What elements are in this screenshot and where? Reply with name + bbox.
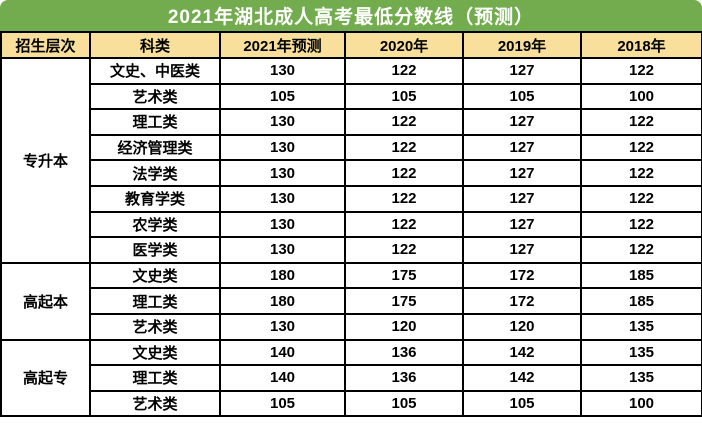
score-2018-cell: 135 [580,312,702,341]
score-2021-cell: 130 [219,159,346,187]
column-header-level: 招生层次 [0,31,91,59]
table-row: 法学类 130 122 127 122 [1,159,702,187]
score-2021-cell: 130 [219,57,346,85]
level-cell: 专升本 [0,57,91,264]
score-2020-cell: 136 [344,338,464,367]
score-2018-cell: 122 [580,159,702,187]
score-2019-cell: 127 [462,210,582,239]
category-cell: 法学类 [89,159,221,187]
score-2020-cell: 122 [344,236,464,264]
score-2018-cell: 122 [580,108,702,136]
score-2019-cell: 120 [462,312,582,341]
category-cell: 文史、中医类 [89,57,221,85]
score-2020-cell: 122 [344,108,464,136]
score-2018-cell: 100 [580,389,702,418]
column-header-2019: 2019年 [462,31,582,59]
column-header-category: 科类 [89,31,221,59]
column-header-2021-forecast: 2021年预测 [219,31,346,59]
table-row: 经济管理类 130 122 127 122 [1,133,702,162]
score-2019-cell: 172 [462,261,582,290]
score-2020-cell: 122 [344,133,464,162]
category-cell: 经济管理类 [89,133,221,162]
column-header-2020: 2020年 [344,31,464,59]
table-row: 理工类 140 136 142 135 [1,364,702,392]
column-header-2018: 2018年 [580,31,702,59]
table-row: 高起本 文史类 180 175 172 185 [0,261,702,341]
score-2018-cell: 122 [580,57,702,85]
category-cell: 文史类 [89,261,221,290]
score-2020-cell: 120 [344,312,464,341]
header-row: 招生层次 科类 2021年预测 2020年 2019年 2018年 [0,31,702,59]
score-2018-cell: 100 [580,82,702,111]
table-row: 艺术类 105 105 105 100 [1,389,702,418]
table-body: 专升本 文史、中医类 130 122 127 122 艺术类 105 105 105 100 理工类 1… [0,57,702,418]
table-row: 教育学类 130 122 127 122 [1,184,702,213]
table-row: 高起专 文史类 140 136 142 135 [0,338,702,418]
category-cell: 艺术类 [89,312,221,341]
score-2021-cell: 140 [219,338,346,367]
score-2018-cell: 122 [580,236,702,264]
score-2020-cell: 122 [344,159,464,187]
score-2019-cell: 127 [462,108,582,136]
category-cell: 理工类 [89,108,221,136]
score-2019-cell: 105 [462,389,582,418]
scores-table: 招生层次 科类 2021年预测 2020年 2019年 2018年 专升本 文史、… [0,31,702,418]
score-2021-cell: 180 [219,287,346,315]
table-row: 理工类 180 175 172 185 [1,287,702,315]
category-cell: 教育学类 [89,184,221,213]
score-2021-cell: 180 [219,261,346,290]
score-2019-cell: 142 [462,364,582,392]
category-cell: 理工类 [89,287,221,315]
score-2021-cell: 105 [219,82,346,111]
score-2021-cell: 130 [219,184,346,213]
score-2021-cell: 130 [219,133,346,162]
score-2020-cell: 122 [344,184,464,213]
table-row: 艺术类 130 120 120 135 [1,312,702,341]
score-2020-cell: 122 [344,57,464,85]
category-cell: 医学类 [89,236,221,264]
score-2021-cell: 105 [219,389,346,418]
score-2019-cell: 127 [462,57,582,85]
score-2019-cell: 142 [462,338,582,367]
table-row: 理工类 130 122 127 122 [1,108,702,136]
score-2020-cell: 105 [344,389,464,418]
score-2020-cell: 175 [344,287,464,315]
table-row: 艺术类 105 105 105 100 [1,82,702,111]
score-2018-cell: 185 [580,261,702,290]
table-row: 医学类 130 122 127 122 [1,236,702,264]
category-cell: 艺术类 [89,389,221,418]
score-2020-cell: 105 [344,82,464,111]
score-2021-cell: 140 [219,364,346,392]
title-bar: 2021年湖北成人高考最低分数线（预测） [0,0,702,31]
score-2019-cell: 127 [462,159,582,187]
score-2021-cell: 130 [219,312,346,341]
score-2018-cell: 122 [580,210,702,239]
score-2020-cell: 122 [344,210,464,239]
score-2021-cell: 130 [219,236,346,264]
level-cell: 高起本 [0,261,91,341]
score-2021-cell: 130 [219,108,346,136]
category-cell: 理工类 [89,364,221,392]
score-2018-cell: 185 [580,287,702,315]
score-2019-cell: 127 [462,133,582,162]
score-2019-cell: 105 [462,82,582,111]
score-2019-cell: 127 [462,184,582,213]
page-title: 2021年湖北成人高考最低分数线（预测） [167,7,535,28]
score-2018-cell: 122 [580,184,702,213]
score-2019-cell: 127 [462,236,582,264]
category-cell: 艺术类 [89,82,221,111]
category-cell: 农学类 [89,210,221,239]
table-row: 农学类 130 122 127 122 [1,210,702,239]
score-2018-cell: 135 [580,338,702,367]
score-2019-cell: 172 [462,287,582,315]
score-2020-cell: 136 [344,364,464,392]
score-2018-cell: 122 [580,133,702,162]
category-cell: 文史类 [89,338,221,367]
score-2018-cell: 135 [580,364,702,392]
level-cell: 高起专 [0,338,91,418]
score-2021-cell: 130 [219,210,346,239]
score-2020-cell: 175 [344,261,464,290]
table-row: 专升本 文史、中医类 130 122 127 122 [0,57,702,264]
